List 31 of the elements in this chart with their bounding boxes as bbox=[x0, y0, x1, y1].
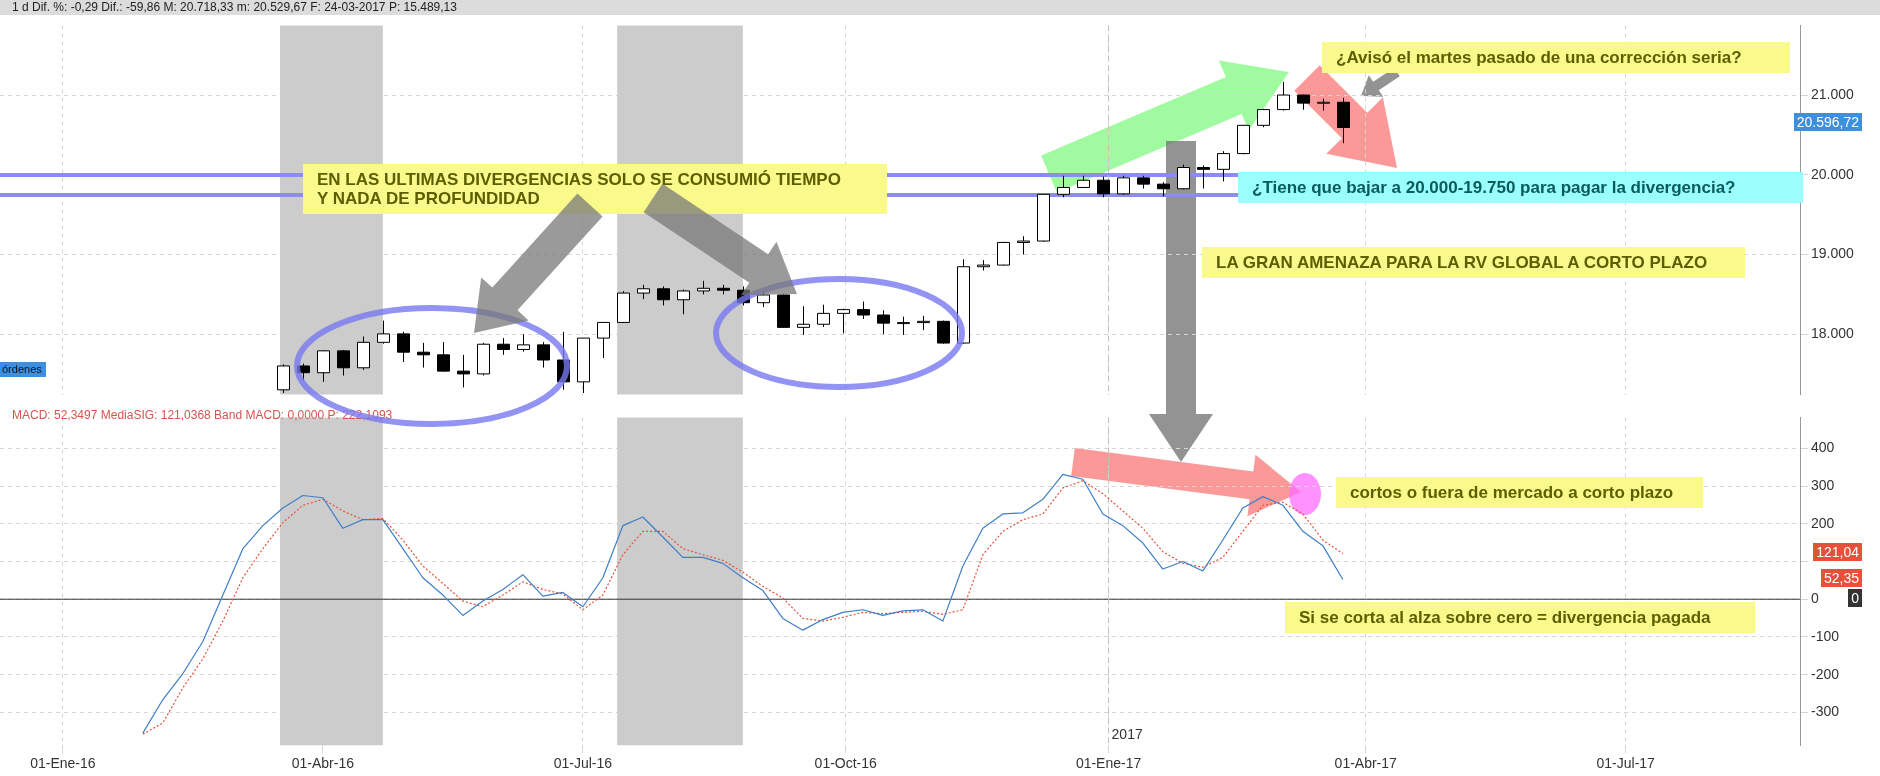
note-box: Si se corta al alza sobre cero = divergencia pagada bbox=[1285, 602, 1755, 633]
note-box: cortos o fuera de mercado a corto plazo bbox=[1336, 477, 1703, 508]
note-box: LA GRAN AMENAZA PARA LA RV GLOBAL A CORTO PLAZO bbox=[1202, 247, 1745, 278]
x-tick-label: 01-Ene-17 bbox=[1075, 755, 1142, 772]
y-tick-label: 20.000 bbox=[1811, 165, 1855, 182]
text: 121,04 bbox=[1813, 543, 1862, 561]
ref-line-label: 2017 bbox=[1111, 726, 1143, 743]
y-tick-label: 19.000 bbox=[1811, 245, 1855, 262]
y-tick-label: -100 bbox=[1811, 627, 1840, 644]
y-tick-label: -200 bbox=[1811, 665, 1840, 682]
chart-title: 1 d Dif. %: -0,29 Dif.: -59,86 M: 20.718,33 m: 20.529,67 F: 24-03-2017 P: 15.489,13 bbox=[0, 0, 1880, 15]
y-tick-label: 300 bbox=[1811, 476, 1835, 493]
note-box: ¿Avisó el martes pasado de una corrección seria? bbox=[1322, 42, 1790, 73]
x-tick-label: 01-Jul-17 bbox=[1596, 755, 1656, 772]
x-tick-label: 01-Ene-16 bbox=[30, 755, 96, 772]
y-tick-label: 21.000 bbox=[1811, 86, 1855, 103]
note-box: órdenes bbox=[0, 362, 46, 377]
y-tick-label: -300 bbox=[1811, 703, 1840, 720]
y-tick-label: 400 bbox=[1811, 439, 1835, 456]
x-tick-label: 01-Abr-16 bbox=[291, 755, 355, 772]
text: 52,35 bbox=[1820, 569, 1862, 587]
x-tick-label: 01-Jul-16 bbox=[553, 755, 613, 772]
y-tick-label: 200 bbox=[1811, 514, 1835, 531]
annotation: 20.596,72 bbox=[1793, 113, 1862, 131]
y-tick-label: 0 bbox=[1811, 590, 1819, 607]
x-tick-label: 01-Abr-17 bbox=[1334, 755, 1398, 772]
note-box: ¿Tiene que bajar a 20.000-19.750 para pagar la divergencia? bbox=[1238, 172, 1803, 203]
note-box: EN LAS ULTIMAS DIVERGENCIAS SOLO SE CONSUMIÓ TIEMPO Y NADA DE PROFUNDIDAD bbox=[303, 164, 887, 214]
chart-title: MACD: 52,3497 MediaSIG: 121,0368 Band MACD: 0,0000 P: 222,1093 bbox=[12, 408, 393, 423]
x-tick-label: 01-Oct-16 bbox=[814, 755, 878, 772]
y-tick-label: 18.000 bbox=[1811, 324, 1855, 341]
